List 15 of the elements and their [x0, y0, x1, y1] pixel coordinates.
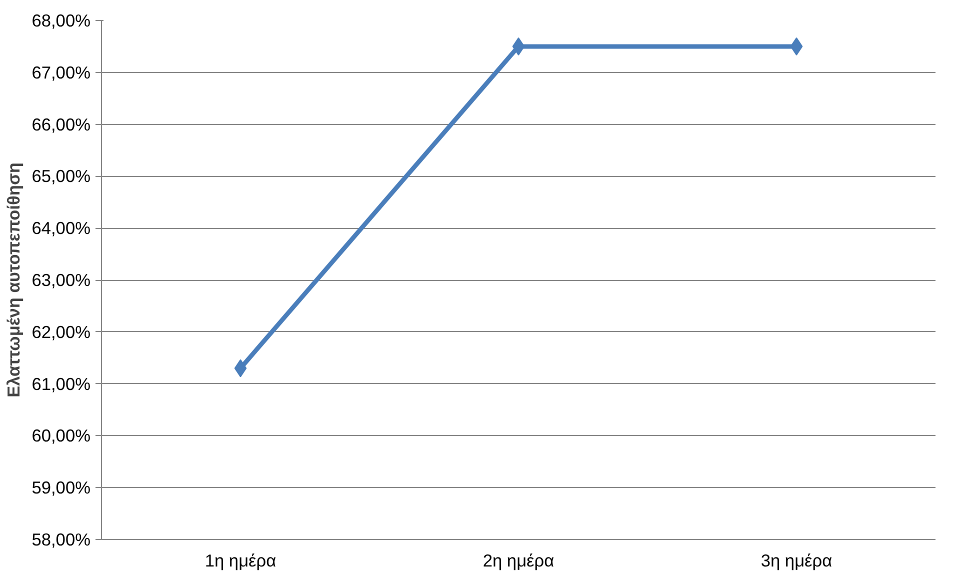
- x-tick-label: 1η ημέρα: [204, 550, 276, 570]
- y-tick-label: 61,00%: [32, 374, 91, 394]
- y-tick-label: 68,00%: [32, 10, 91, 30]
- y-tick-label: 63,00%: [32, 270, 91, 290]
- y-tick-label: 67,00%: [32, 62, 91, 82]
- y-tick-label: 64,00%: [32, 218, 91, 238]
- y-tick-label: 62,00%: [32, 322, 91, 342]
- y-tick-label: 59,00%: [32, 478, 91, 498]
- x-tick-label: 3η ημέρα: [760, 550, 832, 570]
- x-tick-label: 2η ημέρα: [482, 550, 554, 570]
- y-tick-label: 66,00%: [32, 114, 91, 134]
- y-tick-label: 58,00%: [32, 530, 91, 550]
- y-axis-title: Ελαττωμένη αυτοπεποίθηση: [4, 162, 24, 398]
- y-tick-label: 65,00%: [32, 166, 91, 186]
- y-tick-label: 60,00%: [32, 426, 91, 446]
